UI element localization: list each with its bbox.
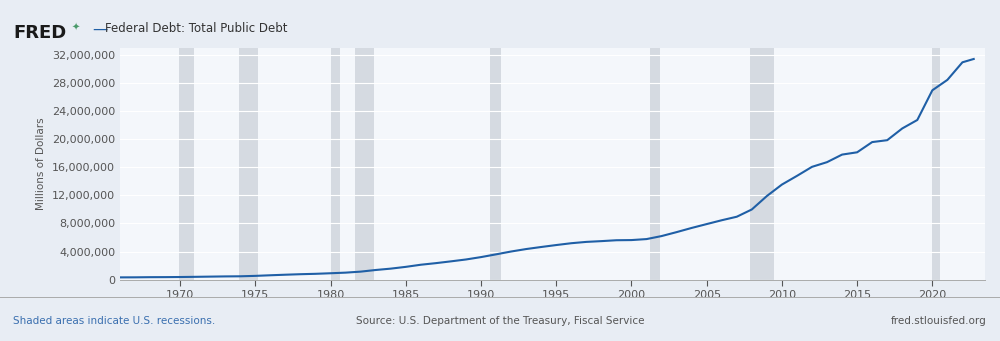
Bar	[932, 48, 940, 280]
Bar	[490, 48, 501, 280]
Text: —: —	[92, 22, 107, 37]
Bar	[331, 48, 340, 280]
Text: fred.stlouisfed.org: fred.stlouisfed.org	[891, 316, 987, 326]
Text: Federal Debt: Total Public Debt: Federal Debt: Total Public Debt	[105, 22, 288, 35]
Text: Shaded areas indicate U.S. recessions.: Shaded areas indicate U.S. recessions.	[13, 316, 215, 326]
Y-axis label: Millions of Dollars: Millions of Dollars	[36, 117, 46, 210]
Bar	[650, 48, 660, 280]
Text: Source: U.S. Department of the Treasury, Fiscal Service: Source: U.S. Department of the Treasury,…	[356, 316, 644, 326]
Text: FRED: FRED	[13, 24, 66, 42]
Bar	[239, 48, 258, 280]
Text: ✦: ✦	[72, 22, 80, 32]
Bar	[355, 48, 374, 280]
Bar	[750, 48, 774, 280]
Bar	[179, 48, 194, 280]
